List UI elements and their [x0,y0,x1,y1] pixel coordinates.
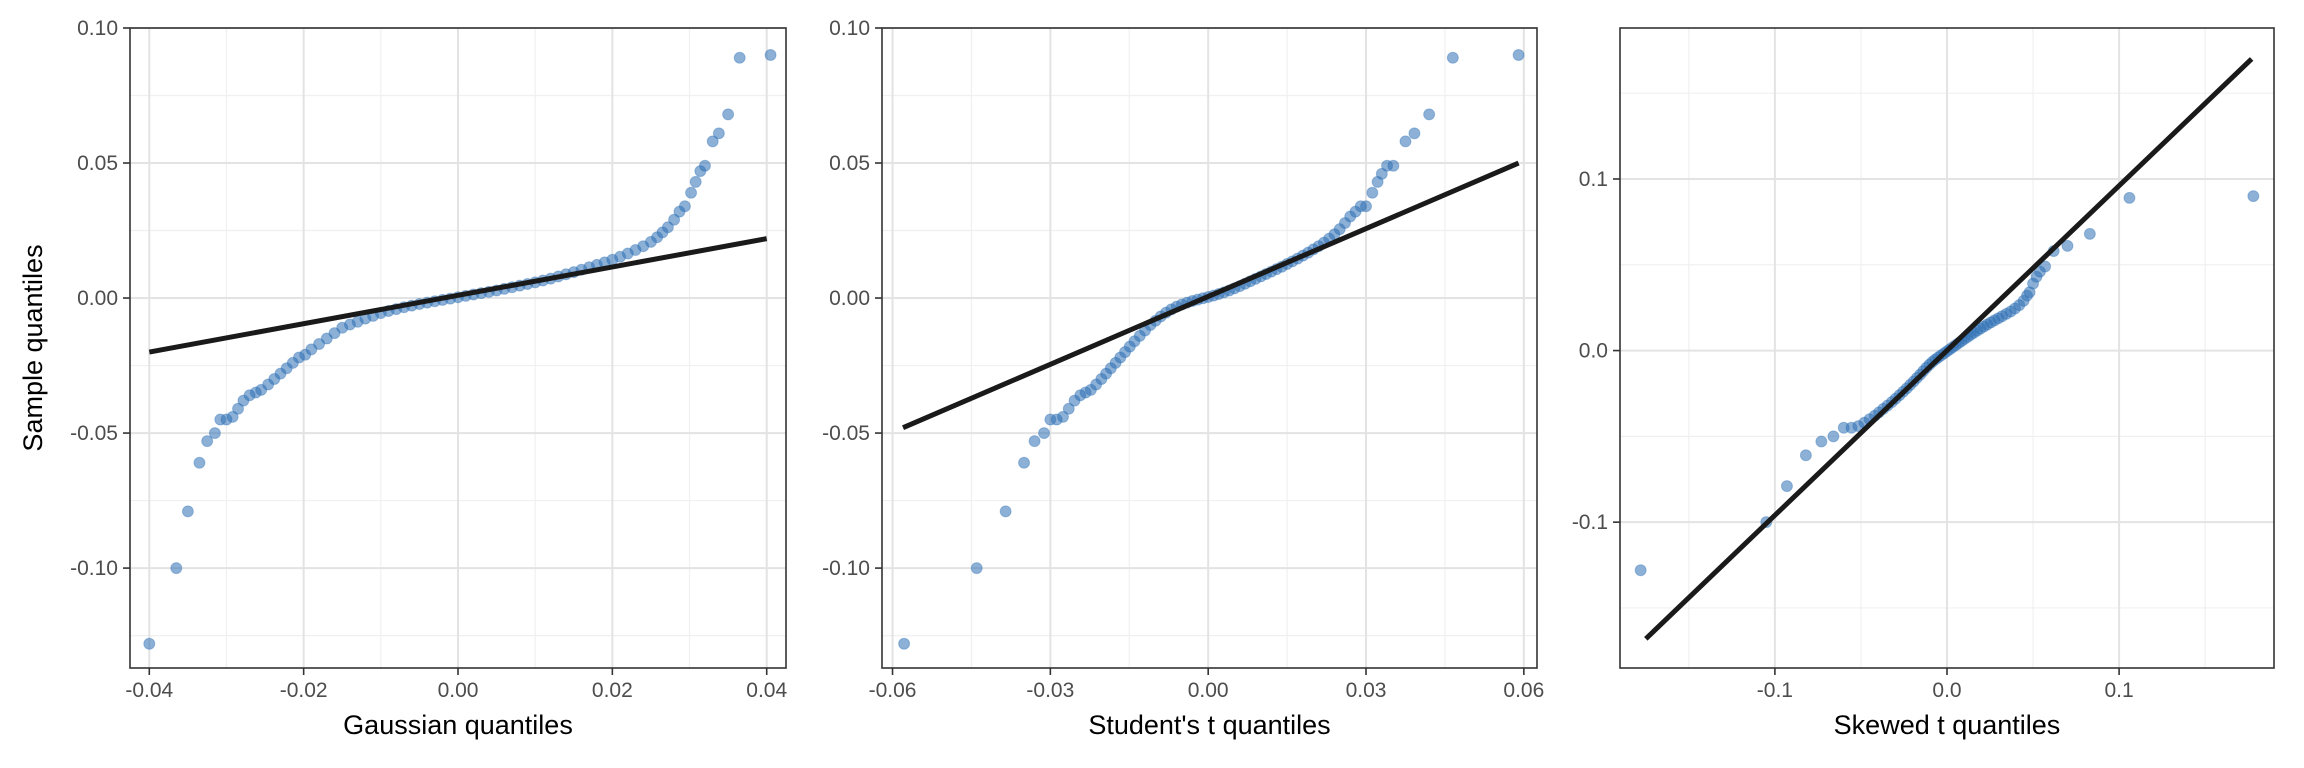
y-tick-label: 0.05 [77,152,118,175]
panel-border [881,27,1538,669]
data-point [685,186,698,199]
data-point [1512,49,1525,62]
data-point [1062,402,1075,415]
data-point [898,637,911,650]
data-point [733,51,746,64]
data-point [320,332,333,345]
data-point [1799,449,1812,462]
data-point [689,175,702,188]
y-tick-label: -0.10 [70,557,118,580]
reference-line [902,160,1520,430]
data-point [2039,260,2052,273]
x-tick-label: -0.03 [1026,679,1074,702]
data-point [232,402,245,415]
y-tick-label: 0.00 [829,287,870,310]
data-point [698,159,711,172]
x-tick-label: -0.06 [869,679,917,702]
x-tick-label: 0.0 [1932,679,1961,702]
y-tick-label: 0.0 [1579,340,1608,363]
y-tick-label: 0.1 [1579,168,1608,191]
y-tick-label: 0.00 [77,287,118,310]
data-point [1360,200,1373,213]
data-point [143,637,156,650]
data-point [208,427,221,440]
data-point [722,108,735,121]
data-point [764,49,777,62]
data-point [1366,186,1379,199]
y-axis-title: Sample quantiles [18,244,48,451]
data-point [712,127,725,140]
panel-1: -0.04 -0.02 0.00 0.02 0.04 -0.10 -0.05 0.00 0.05… [18,17,787,740]
y-tick-label: -0.10 [822,557,870,580]
data-point [999,505,1012,518]
plot-background [882,28,1537,668]
data-point [1018,456,1031,469]
y-tick-label: 0.05 [829,152,870,175]
data-point [170,562,183,575]
x-tick-label: 0.03 [1346,679,1387,702]
panel-3: -0.1 0.0 0.1 -0.1 0.0 0.1 Skewed t quantiles [1572,27,2275,740]
data-point [678,200,691,213]
data-point [970,562,983,575]
data-point [1780,480,1793,493]
data-point [181,505,194,518]
x-tick-label: 0.1 [2105,679,2134,702]
data-point [1815,435,1828,448]
x-tick-label: 0.00 [438,679,479,702]
x-tick-label: 0.06 [1503,679,1544,702]
reference-line [1644,57,2254,641]
x-tick-label: -0.04 [125,679,173,702]
y-tick-label: -0.05 [822,422,870,445]
data-point [313,337,326,350]
x-tick-label: 0.04 [746,679,787,702]
panel-2: -0.06 -0.03 0.00 0.03 0.06 -0.10 -0.05 0.00 0.05… [822,17,1544,740]
data-point [1399,135,1412,148]
y-tick-label: -0.1 [1572,511,1608,534]
data-point [193,456,206,469]
data-point [2083,227,2096,240]
data-point [1827,430,1840,443]
data-point [1056,410,1069,423]
data-point [201,435,214,448]
data-point [1028,435,1041,448]
x-tick-label: -0.1 [1757,679,1793,702]
data-point [668,213,681,226]
data-point [1408,127,1421,140]
data-point [2123,191,2136,204]
reference-line [148,236,768,355]
y-tick-label: 0.10 [829,17,870,40]
data-point [328,327,341,340]
data-point [1038,427,1051,440]
y-tick-label: -0.05 [70,422,118,445]
data-point [1375,167,1388,180]
x-tick-label: 0.00 [1188,679,1229,702]
x-axis-title: Student's t quantiles [1088,710,1330,740]
data-point [2247,190,2260,203]
x-axis-title: Gaussian quantiles [343,710,573,740]
data-point [2061,239,2074,252]
x-axis-title: Skewed t quantiles [1834,710,2061,740]
x-tick-label: 0.02 [592,679,633,702]
data-point [305,343,318,356]
data-point [226,410,239,423]
data-point [1387,159,1400,172]
x-tick-label: -0.02 [280,679,328,702]
data-point [1446,51,1459,64]
y-tick-label: 0.10 [77,17,118,40]
data-point [1634,564,1647,577]
data-point [1423,108,1436,121]
data-point [706,135,719,148]
data-point [661,221,674,234]
